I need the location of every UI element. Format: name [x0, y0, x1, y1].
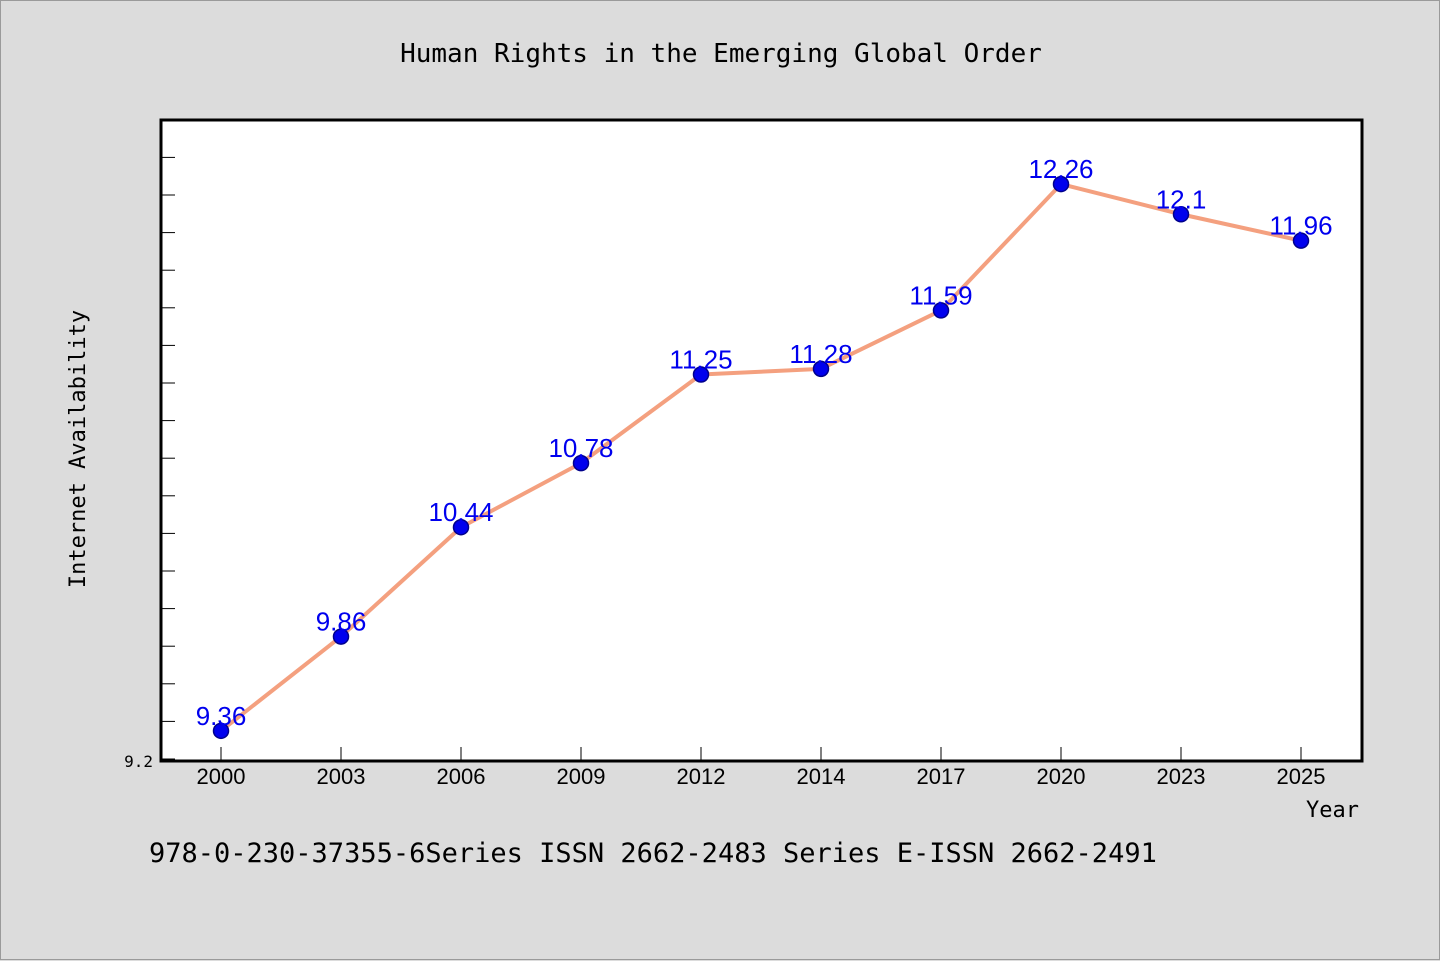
- x-tick-label: 2006: [437, 764, 486, 789]
- y-axis-ticks: [161, 156, 175, 760]
- data-point-marker: [1052, 175, 1070, 193]
- data-point-marker: [452, 518, 470, 536]
- y-axis-title: Internet Availability: [66, 310, 91, 588]
- data-value-label: 11.96: [1269, 211, 1332, 241]
- x-tick-label: 2020: [1037, 764, 1086, 789]
- x-tick-label: 2000: [197, 764, 246, 789]
- data-point-marker: [692, 366, 710, 383]
- data-value-label: 11.25: [669, 345, 732, 375]
- x-axis-ticks: [220, 747, 1302, 761]
- data-point-marker: [932, 302, 950, 319]
- x-tick-label: 2014: [797, 764, 846, 789]
- series-line: [219, 182, 1302, 733]
- x-tick-label: 2009: [557, 764, 606, 789]
- data-value-label: 9.86: [316, 607, 367, 637]
- y-min-tick-label: 9.2: [124, 752, 153, 771]
- data-point-marker: [812, 360, 830, 378]
- data-value-label: 10.44: [428, 497, 493, 527]
- x-tick-label: 2003: [317, 764, 366, 789]
- x-tick-label: 2012: [677, 764, 726, 789]
- data-value-label: 11.28: [789, 339, 852, 369]
- chart-title: Human Rights in the Emerging Global Orde…: [400, 39, 1042, 69]
- data-point-marker: [1292, 232, 1310, 249]
- data-value-label: 9.36: [196, 701, 247, 731]
- footer-isbn-text: 978-0-230-37355-6Series ISSN 2662-2483 S…: [149, 838, 1157, 869]
- data-value-label: 12.1: [1156, 184, 1207, 214]
- plot-border: [159, 118, 1364, 763]
- x-axis-title: Year: [1306, 798, 1359, 823]
- x-tick-label: 2025: [1277, 764, 1326, 789]
- data-point-marker: [332, 628, 350, 645]
- data-point-marker: [212, 722, 230, 740]
- x-axis-tick-labels: 2000 2003 2006 2009 2012 2014 2017 2020 2023 2025: [197, 764, 1326, 789]
- data-point-marker: [1172, 206, 1190, 223]
- data-value-label: 10.78: [548, 433, 613, 463]
- data-markers: [212, 175, 1310, 740]
- plot-area: [161, 120, 1362, 761]
- data-value-label: 11.59: [909, 280, 972, 310]
- x-tick-label: 2023: [1157, 764, 1206, 789]
- data-value-label: 12.26: [1028, 154, 1093, 184]
- data-labels: 9.36 9.86 10.44 10.78 11.25 11.28 11.59 12.26 12…: [196, 154, 1333, 731]
- data-point-marker: [572, 454, 590, 472]
- x-tick-label: 2017: [917, 764, 966, 789]
